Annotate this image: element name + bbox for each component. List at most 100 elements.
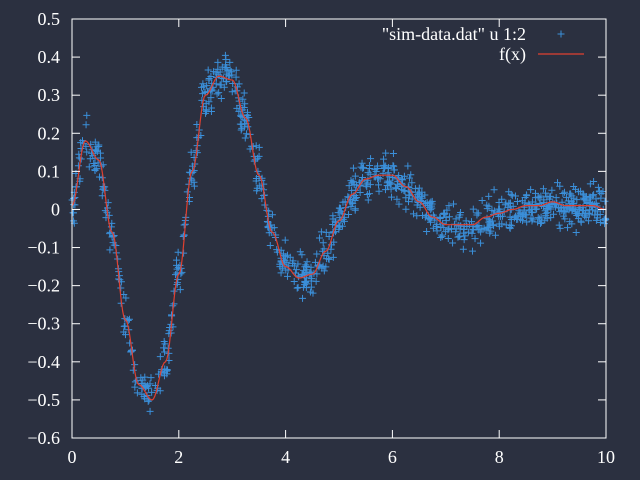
- scatter-point: [213, 90, 221, 98]
- scatter-point: [238, 124, 246, 132]
- scatter-point: [75, 154, 83, 162]
- scatter-point: [556, 182, 564, 190]
- scatter-point: [485, 192, 493, 200]
- scatter-point: [252, 142, 260, 150]
- scatter-point: [265, 229, 273, 237]
- scatter-point: [393, 184, 401, 192]
- scatter-point: [105, 211, 113, 219]
- scatter-point: [313, 250, 321, 258]
- scatter-point: [554, 179, 562, 187]
- scatter-point: [542, 189, 550, 197]
- fit-curve-line: [71, 75, 607, 401]
- scatter-point: [228, 71, 236, 79]
- scatter-point: [442, 217, 450, 225]
- scatter-point: [348, 186, 356, 194]
- scatter-point: [351, 172, 359, 180]
- scatter-point: [255, 152, 263, 160]
- scatter-point: [290, 277, 298, 285]
- scatter-point: [70, 195, 78, 203]
- scatter-point: [502, 221, 510, 229]
- scatter-point: [375, 187, 383, 195]
- scatter-point: [382, 149, 390, 157]
- scatter-point: [478, 197, 486, 205]
- scatter-point: [380, 162, 388, 170]
- scatter-point: [564, 197, 572, 205]
- scatter-point: [406, 191, 414, 199]
- scatter-point: [352, 193, 360, 201]
- scatter-point: [365, 190, 373, 198]
- scatter-point: [110, 241, 118, 249]
- scatter-point: [510, 214, 518, 222]
- scatter-point: [405, 183, 413, 191]
- scatter-point: [83, 111, 91, 119]
- scatter-point: [336, 222, 344, 230]
- scatter-point: [577, 218, 585, 226]
- scatter-point: [411, 185, 419, 193]
- scatter-point: [600, 220, 608, 228]
- scatter-point: [139, 376, 147, 384]
- scatter-point: [207, 104, 215, 112]
- scatter-point: [452, 215, 460, 223]
- scatter-point: [408, 179, 416, 187]
- scatter-point: [506, 199, 514, 207]
- scatter-point: [255, 143, 263, 151]
- x-tick-label: 2: [174, 447, 183, 467]
- y-tick-label: −0.4: [27, 352, 60, 372]
- scatter-point: [327, 245, 335, 253]
- scatter-point: [455, 213, 463, 221]
- scatter-point: [366, 170, 374, 178]
- scatter-point: [398, 175, 406, 183]
- scatter-point: [146, 407, 154, 415]
- scatter-point: [303, 258, 311, 266]
- scatter-point: [568, 192, 576, 200]
- scatter-point: [413, 201, 421, 209]
- scatter-point: [473, 211, 481, 219]
- scatter-point: [240, 89, 248, 97]
- scatter-point: [556, 224, 564, 232]
- scatter-point: [429, 224, 437, 232]
- scatter-point: [372, 168, 380, 176]
- scatter-point: [570, 182, 578, 190]
- scatter-point: [409, 210, 417, 218]
- scatter-point: [204, 66, 212, 74]
- scatter-point: [406, 174, 414, 182]
- scatter-point: [594, 183, 602, 191]
- scatter-point: [433, 227, 441, 235]
- scatter-point: [190, 178, 198, 186]
- scatter-point: [199, 80, 207, 88]
- scatter-point: [166, 324, 174, 332]
- scatter-point: [299, 294, 307, 302]
- scatter-point: [561, 215, 569, 223]
- scatter-point: [408, 195, 416, 203]
- scatter-point: [95, 141, 103, 149]
- legend-marker-points: [557, 30, 565, 38]
- scatter-point: [138, 384, 146, 392]
- scatter-point: [203, 82, 211, 90]
- scatter-point: [131, 378, 139, 386]
- scatter-point: [91, 147, 99, 155]
- scatter-point: [303, 280, 311, 288]
- scatter-point: [147, 374, 155, 382]
- scatter-point: [592, 195, 600, 203]
- scatter-point: [365, 164, 373, 172]
- scatter-point: [589, 203, 597, 211]
- scatter-point: [180, 221, 188, 229]
- scatter-point: [187, 148, 195, 156]
- scatter-point: [315, 234, 323, 242]
- scatter-point: [347, 177, 355, 185]
- scatter-point: [172, 256, 180, 264]
- scatter-point: [148, 388, 156, 396]
- scatter-point: [469, 205, 477, 213]
- scatter-point: [176, 261, 184, 269]
- y-tick-label: −0.3: [27, 314, 60, 334]
- scatter-point: [232, 66, 240, 74]
- scatter-point: [457, 209, 465, 217]
- scatter-point: [106, 246, 114, 254]
- scatter-point: [334, 209, 342, 217]
- scatter-point: [226, 58, 234, 66]
- scatter-point: [323, 255, 331, 263]
- scatter-point: [445, 213, 453, 221]
- scatter-point: [276, 263, 284, 271]
- scatter-point: [543, 214, 551, 222]
